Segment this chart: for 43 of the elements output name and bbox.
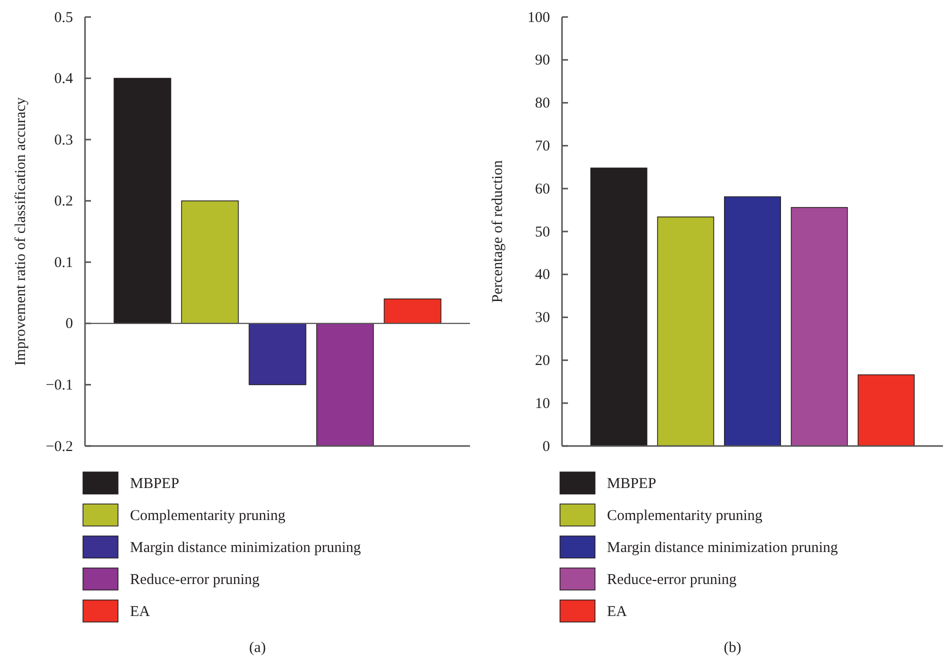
bar (114, 78, 172, 324)
y-tick-label: 0.1 (54, 254, 73, 271)
y-tick-label: 10 (535, 396, 550, 412)
legend-label: MBPEP (607, 476, 656, 492)
y-tick-label: −0.2 (46, 438, 73, 455)
y-tick-label: 0 (66, 316, 73, 332)
legend-label: EA (607, 604, 628, 620)
y-tick-label: 0.5 (54, 10, 73, 26)
y-tick-label: 90 (535, 52, 550, 69)
y-axis-title: Improvement ratio of classification accuracy (13, 96, 29, 366)
y-tick-label: 0.4 (54, 71, 74, 88)
bar (657, 216, 714, 446)
y-axis-title: Percentage of reduction (490, 160, 506, 303)
bar (590, 168, 648, 446)
legend-label: EA (130, 604, 150, 620)
legend-label: Margin distance minimization pruning (130, 540, 362, 556)
bar (724, 196, 781, 446)
y-tick-label: 20 (535, 353, 550, 369)
y-tick-label: 0.3 (54, 132, 73, 148)
legend-label: MBPEP (130, 476, 180, 492)
y-tick-label: −0.1 (46, 378, 73, 394)
y-tick-label: 50 (535, 224, 550, 240)
y-tick-label: 40 (535, 267, 550, 284)
y-tick-label: 80 (535, 96, 550, 112)
bar (248, 323, 306, 386)
text: (b) (724, 640, 742, 656)
y-tick-label: 30 (535, 310, 550, 326)
y-tick-label: 100 (528, 10, 550, 26)
y-tick-label: 0 (542, 438, 550, 455)
bar (181, 200, 239, 324)
bar (316, 323, 374, 446)
y-tick-label: 60 (535, 181, 550, 198)
legend-label: Reduce-error pruning (130, 572, 260, 588)
bar (384, 298, 442, 324)
bar (790, 207, 848, 446)
legend-label: Complementarity pruning (130, 508, 286, 524)
legend-label: Margin distance minimization pruning (607, 540, 838, 556)
y-tick-label: 70 (535, 138, 550, 154)
y-tick-label: 0.2 (54, 194, 73, 210)
legend-label: Reduce-error pruning (607, 572, 738, 588)
legend-label: Complementarity pruning (607, 508, 763, 524)
bar (858, 374, 915, 446)
text: (a) (249, 640, 266, 656)
